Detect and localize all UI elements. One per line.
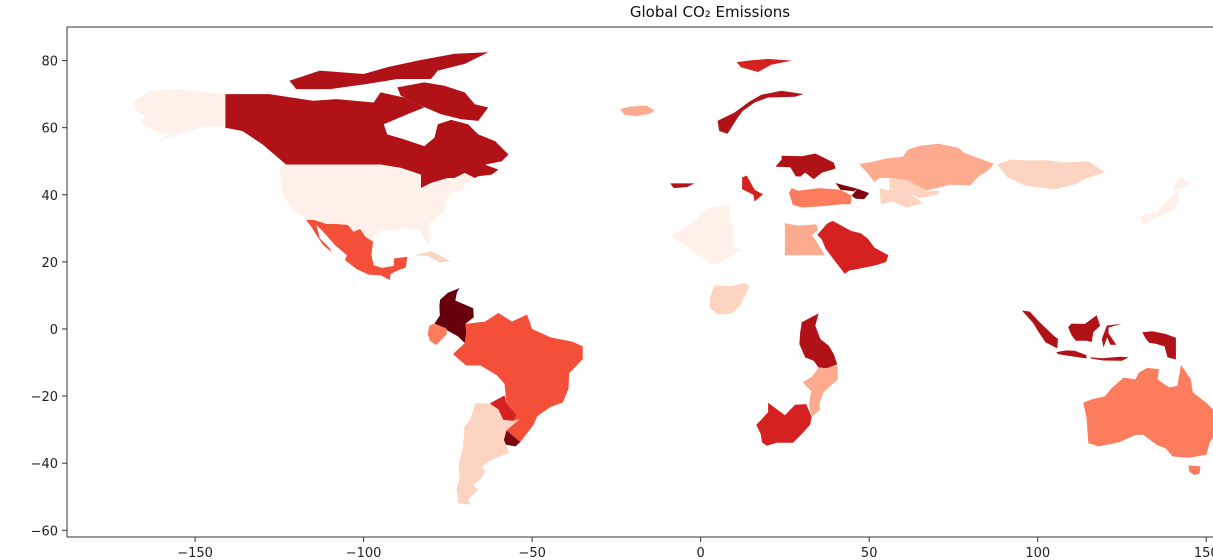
region-mongolia (997, 159, 1105, 190)
region-japan-hokkaido (1172, 176, 1192, 190)
region-paraguay (489, 395, 517, 421)
y-tick-label: 60 (41, 122, 58, 137)
region-ukraine (775, 153, 836, 180)
region-indonesia-lesser-sunda (1090, 356, 1129, 361)
region-colombia (434, 288, 474, 344)
region-mexico (306, 219, 408, 280)
region-drc-east (799, 313, 838, 369)
region-canada-arctic-islands (289, 52, 489, 90)
region-norway (717, 90, 804, 134)
region-indonesia-borneo (1068, 315, 1101, 343)
region-usa (279, 164, 475, 245)
region-italy-fragment (742, 175, 763, 202)
region-algeria (671, 205, 741, 265)
region-alaska (134, 89, 226, 145)
region-spain-fragment (670, 183, 695, 189)
y-axis: −60 −40 −20 0 20 40 60 80 (31, 55, 67, 539)
region-ecuador (427, 323, 447, 346)
region-mozambique (802, 364, 838, 417)
region-nigeria (709, 283, 750, 315)
region-svalbard (736, 58, 792, 72)
country-layer (134, 52, 1213, 505)
region-indonesia-sulawesi (1101, 323, 1122, 348)
x-tick-label: 50 (861, 546, 878, 560)
x-tick-label: −150 (177, 546, 213, 560)
region-egypt (784, 223, 825, 256)
x-tick-label: −50 (518, 546, 545, 560)
region-cuba (414, 251, 451, 263)
region-canada-baffin (397, 82, 489, 121)
region-saudi-arabia (817, 220, 889, 274)
map-title: Global CO₂ Emissions (630, 3, 790, 21)
y-tick-label: 20 (41, 256, 58, 271)
region-kazakhstan (859, 143, 994, 191)
region-indonesia-sumatra (1021, 310, 1058, 349)
region-azerbaijan-area (851, 188, 870, 200)
x-tick-label: 150 (1194, 546, 1213, 560)
y-tick-label: 0 (50, 323, 58, 338)
y-tick-label: −40 (31, 457, 58, 472)
x-axis: −150 −100 −50 0 50 100 150 (177, 537, 1213, 560)
axes-frame (66, 26, 1213, 538)
x-tick-label: 100 (1025, 546, 1050, 560)
y-tick-label: 40 (41, 189, 58, 204)
y-tick-label: −20 (31, 390, 58, 405)
region-turkmenistan (879, 186, 924, 208)
y-tick-label: −60 (31, 524, 58, 539)
region-australia (1083, 364, 1213, 458)
region-indonesia-papua (1142, 331, 1176, 360)
region-canada (225, 92, 509, 189)
y-tick-label: 80 (41, 55, 58, 70)
region-japan (1138, 189, 1180, 225)
region-uzbekistan (889, 178, 940, 199)
region-south-africa (756, 402, 812, 446)
region-brazil (452, 312, 583, 442)
region-uruguay (503, 430, 521, 447)
region-argentina (456, 403, 520, 505)
x-tick-label: −100 (346, 546, 382, 560)
region-turkey (789, 188, 852, 208)
region-iceland (619, 105, 655, 117)
region-georgia (835, 183, 858, 192)
x-tick-label: 0 (697, 546, 705, 560)
region-tasmania (1188, 465, 1201, 476)
region-indonesia-java (1056, 350, 1087, 359)
